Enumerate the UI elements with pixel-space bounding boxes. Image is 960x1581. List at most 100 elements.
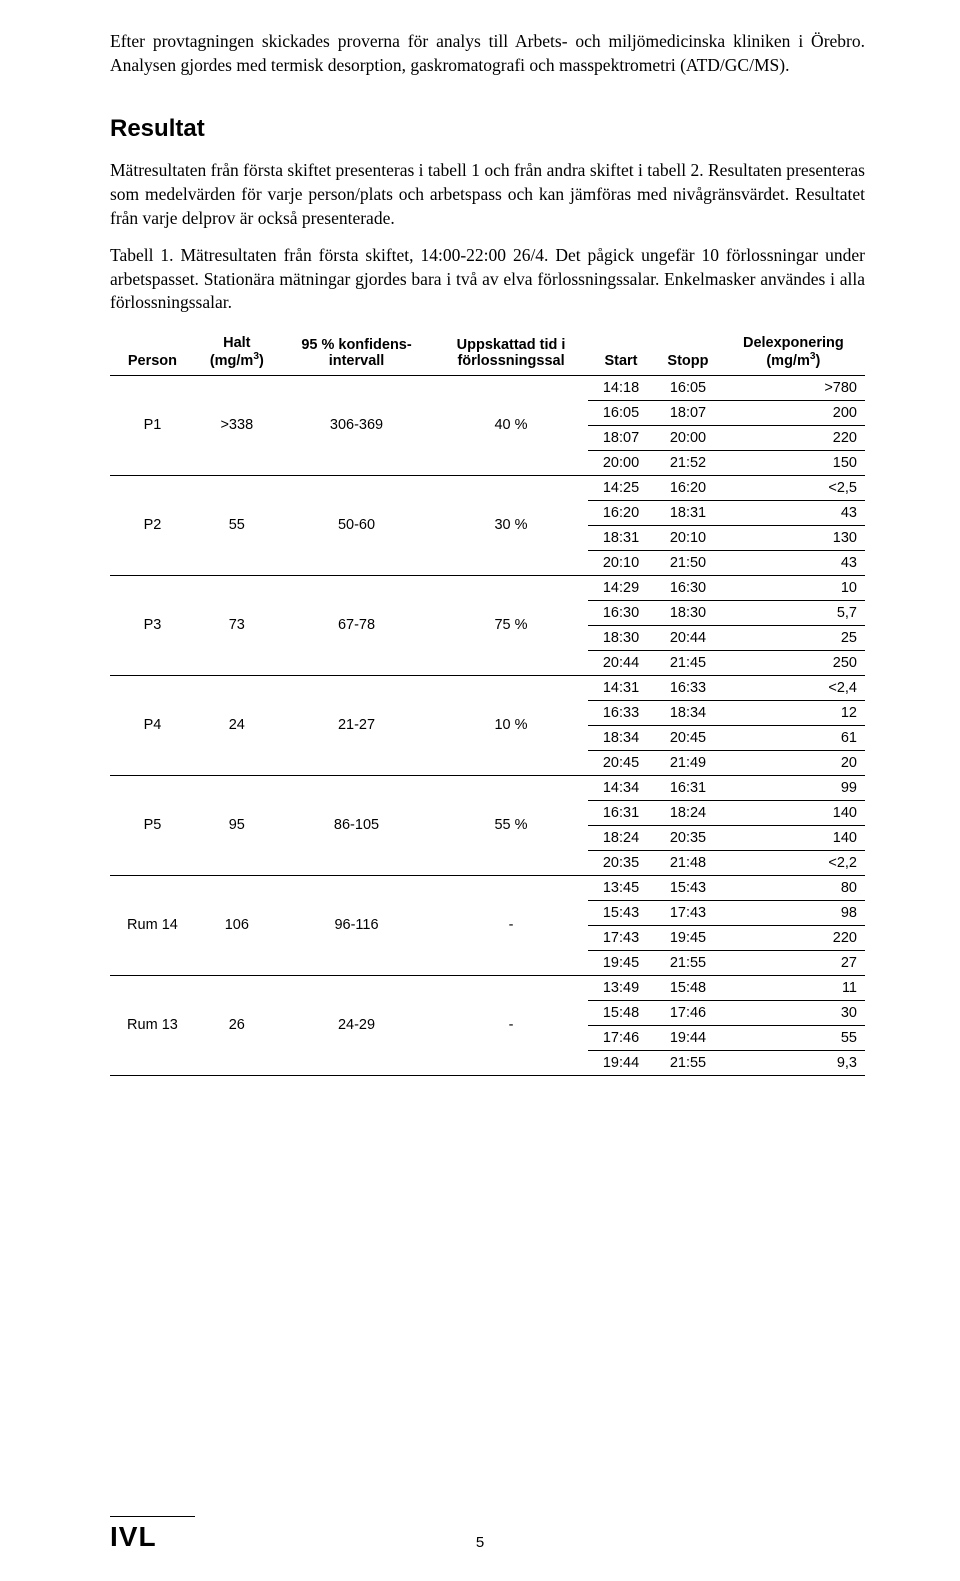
results-table: Person Halt (mg/m3) 95 % konfidens- inte… — [110, 329, 865, 1076]
cell-person: Rum 14 — [110, 875, 195, 975]
page-footer: IVL — [110, 1516, 865, 1553]
col-halt-l1: Halt — [223, 335, 250, 351]
cell-stopp: 18:24 — [654, 800, 721, 825]
cell-person: P5 — [110, 775, 195, 875]
cell-stopp: 21:55 — [654, 1050, 721, 1075]
table-row: P37367-7875 %14:2916:3010 — [110, 575, 865, 600]
cell-stopp: 18:30 — [654, 600, 721, 625]
col-konf-l2: intervall — [329, 353, 385, 369]
cell-start: 17:43 — [588, 925, 654, 950]
cell-halt: >338 — [195, 375, 279, 475]
cell-stopp: 21:55 — [654, 950, 721, 975]
cell-stopp: 17:43 — [654, 900, 721, 925]
cell-person: P4 — [110, 675, 195, 775]
cell-delexponering: 200 — [722, 400, 865, 425]
cell-tid: 10 % — [434, 675, 587, 775]
col-start: Start — [588, 329, 654, 375]
cell-delexponering: 250 — [722, 650, 865, 675]
cell-start: 14:29 — [588, 575, 654, 600]
col-del-l2a: (mg/m — [766, 353, 810, 369]
cell-halt: 55 — [195, 475, 279, 575]
cell-start: 16:30 — [588, 600, 654, 625]
cell-delexponering: 25 — [722, 625, 865, 650]
col-stopp: Stopp — [654, 329, 721, 375]
cell-start: 18:24 — [588, 825, 654, 850]
cell-stopp: 19:44 — [654, 1025, 721, 1050]
cell-delexponering: 220 — [722, 425, 865, 450]
cell-start: 20:35 — [588, 850, 654, 875]
cell-tid: 75 % — [434, 575, 587, 675]
cell-konfidens: 86-105 — [279, 775, 435, 875]
cell-delexponering: 220 — [722, 925, 865, 950]
page-container: Efter provtagningen skickades proverna f… — [0, 0, 960, 1581]
cell-start: 13:45 — [588, 875, 654, 900]
cell-halt: 24 — [195, 675, 279, 775]
cell-delexponering: 80 — [722, 875, 865, 900]
cell-stopp: 21:50 — [654, 550, 721, 575]
cell-stopp: 16:33 — [654, 675, 721, 700]
cell-delexponering: 11 — [722, 975, 865, 1000]
col-tid-l1: Uppskattad tid i — [457, 337, 566, 353]
cell-start: 19:44 — [588, 1050, 654, 1075]
cell-konfidens: 67-78 — [279, 575, 435, 675]
cell-konfidens: 24-29 — [279, 975, 435, 1075]
cell-konfidens: 21-27 — [279, 675, 435, 775]
cell-start: 14:18 — [588, 375, 654, 400]
table-row: P1>338306-36940 %14:1816:05>780 — [110, 375, 865, 400]
cell-stopp: 16:30 — [654, 575, 721, 600]
cell-start: 19:45 — [588, 950, 654, 975]
cell-stopp: 15:43 — [654, 875, 721, 900]
cell-start: 18:30 — [588, 625, 654, 650]
cell-delexponering: 10 — [722, 575, 865, 600]
cell-halt: 95 — [195, 775, 279, 875]
cell-start: 20:10 — [588, 550, 654, 575]
cell-delexponering: 99 — [722, 775, 865, 800]
cell-delexponering: <2,4 — [722, 675, 865, 700]
table-caption: Tabell 1. Mätresultaten från första skif… — [110, 244, 865, 315]
cell-stopp: 17:46 — [654, 1000, 721, 1025]
cell-start: 16:05 — [588, 400, 654, 425]
cell-delexponering: 12 — [722, 700, 865, 725]
cell-halt: 26 — [195, 975, 279, 1075]
cell-stopp: 18:31 — [654, 500, 721, 525]
cell-delexponering: 130 — [722, 525, 865, 550]
cell-stopp: 21:48 — [654, 850, 721, 875]
page-number: 5 — [476, 1534, 484, 1551]
cell-stopp: 15:48 — [654, 975, 721, 1000]
cell-delexponering: 20 — [722, 750, 865, 775]
cell-stopp: 16:20 — [654, 475, 721, 500]
section-heading-resultat: Resultat — [110, 115, 865, 143]
cell-start: 17:46 — [588, 1025, 654, 1050]
cell-stopp: 21:52 — [654, 450, 721, 475]
cell-stopp: 16:31 — [654, 775, 721, 800]
cell-start: 14:25 — [588, 475, 654, 500]
cell-halt: 106 — [195, 875, 279, 975]
resultat-paragraph-1: Mätresultaten från första skiftet presen… — [110, 159, 865, 230]
cell-konfidens: 50-60 — [279, 475, 435, 575]
cell-person: P3 — [110, 575, 195, 675]
cell-start: 16:33 — [588, 700, 654, 725]
cell-delexponering: 98 — [722, 900, 865, 925]
cell-start: 16:20 — [588, 500, 654, 525]
cell-stopp: 18:34 — [654, 700, 721, 725]
cell-delexponering: 30 — [722, 1000, 865, 1025]
cell-person: P1 — [110, 375, 195, 475]
col-halt-l2a: (mg/m — [210, 353, 254, 369]
ivl-logo: IVL — [110, 1521, 865, 1553]
cell-tid: 40 % — [434, 375, 587, 475]
cell-stopp: 20:44 — [654, 625, 721, 650]
cell-tid: - — [434, 875, 587, 975]
col-delexponering: Delexponering (mg/m3) — [722, 329, 865, 375]
cell-stopp: 18:07 — [654, 400, 721, 425]
col-tid-l2: förlossningssal — [457, 353, 564, 369]
col-tid: Uppskattad tid i förlossningssal — [434, 329, 587, 375]
table-row: Rum 132624-29-13:4915:4811 — [110, 975, 865, 1000]
table-header: Person Halt (mg/m3) 95 % konfidens- inte… — [110, 329, 865, 375]
cell-start: 15:48 — [588, 1000, 654, 1025]
intro-paragraph: Efter provtagningen skickades proverna f… — [110, 30, 865, 77]
cell-stopp: 19:45 — [654, 925, 721, 950]
col-konfidens: 95 % konfidens- intervall — [279, 329, 435, 375]
table-row: P59586-10555 %14:3416:3199 — [110, 775, 865, 800]
cell-delexponering: >780 — [722, 375, 865, 400]
cell-delexponering: 150 — [722, 450, 865, 475]
